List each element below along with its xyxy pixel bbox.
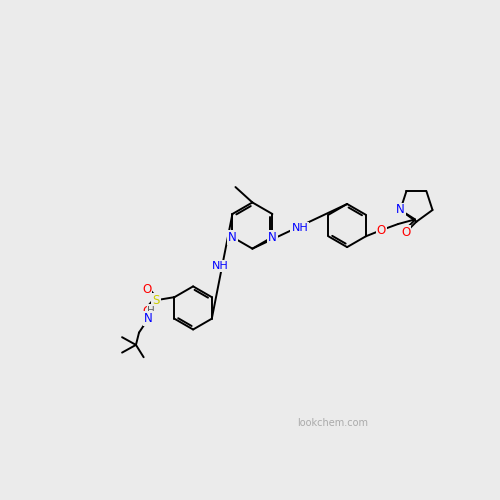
Text: NH: NH bbox=[212, 262, 229, 272]
Text: O: O bbox=[142, 304, 152, 318]
Text: S: S bbox=[152, 294, 160, 306]
Text: O: O bbox=[401, 226, 410, 239]
Text: N: N bbox=[396, 204, 404, 216]
Text: lookchem.com: lookchem.com bbox=[297, 418, 368, 428]
Text: N: N bbox=[228, 230, 237, 243]
Text: H: H bbox=[148, 306, 155, 316]
Text: O: O bbox=[142, 283, 152, 296]
Text: NH: NH bbox=[292, 223, 308, 233]
Text: N: N bbox=[268, 230, 277, 243]
Text: N: N bbox=[144, 312, 152, 325]
Text: O: O bbox=[376, 224, 386, 236]
